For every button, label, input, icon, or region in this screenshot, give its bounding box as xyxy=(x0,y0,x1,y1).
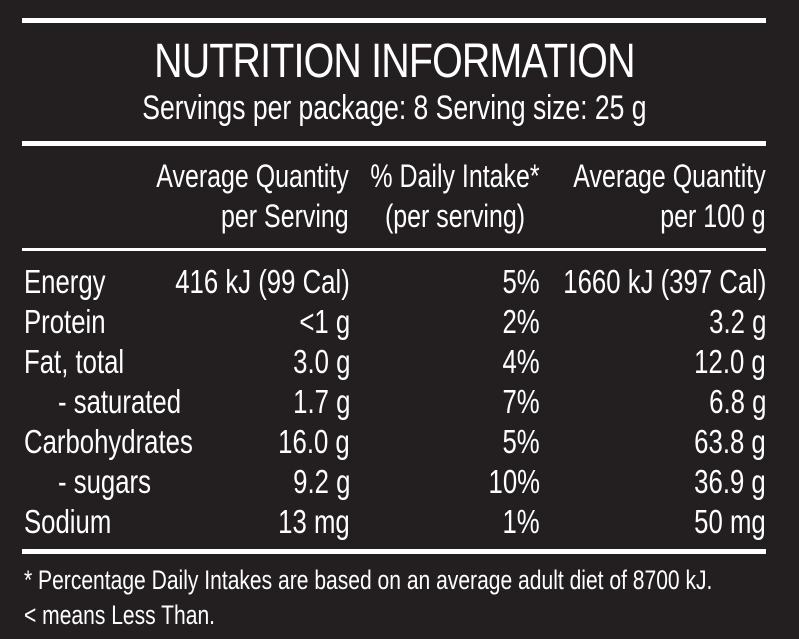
column-header-line: per Serving xyxy=(221,198,349,234)
daily-intake-value: 1% xyxy=(502,503,540,540)
daily-intake-value: 4% xyxy=(502,343,540,380)
per-serving-value: 16.0 g xyxy=(278,423,350,460)
nutrient-name: Carbohydrates xyxy=(24,423,193,460)
nutrient-table: Energy 416 kJ (99 Cal) 5% 1660 kJ (397 C… xyxy=(24,262,766,542)
per-100g-value: 12.0 g xyxy=(694,343,766,380)
nutrient-row-carbohydrates: Carbohydrates 16.0 g 5% 63.8 g xyxy=(24,422,766,462)
nutrient-row-sodium: Sodium 13 mg 1% 50 mg xyxy=(24,502,766,542)
column-header-line: % Daily Intake* xyxy=(370,158,540,194)
nutrient-name: Sodium xyxy=(24,503,112,540)
footnote-daily-intake: * Percentage Daily Intakes are based on … xyxy=(24,565,713,595)
column-header-line: per 100 g xyxy=(660,198,766,234)
per-100g-value: 3.2 g xyxy=(708,303,766,340)
header-rule xyxy=(22,141,766,146)
servings-info: Servings per package: 8 Serving size: 25… xyxy=(142,89,647,127)
per-serving-value: <1 g xyxy=(299,303,350,340)
daily-intake-value: 5% xyxy=(502,423,540,460)
per-serving-value: 416 kJ (99 Cal) xyxy=(175,263,350,300)
column-header-per-100g: Average Quantity per 100 g xyxy=(574,156,766,236)
column-header-line: Average Quantity xyxy=(156,158,349,194)
per-serving-value: 3.0 g xyxy=(292,343,350,380)
nutrient-row-fat-total: Fat, total 3.0 g 4% 12.0 g xyxy=(24,342,766,382)
per-100g-value: 36.9 g xyxy=(694,463,766,500)
per-100g-value: 50 mg xyxy=(694,503,766,540)
per-serving-value: 13 mg xyxy=(278,503,350,540)
column-header-line: Average Quantity xyxy=(573,158,766,194)
table-rule xyxy=(22,248,766,251)
daily-intake-value: 7% xyxy=(502,383,540,420)
nutrient-row-protein: Protein <1 g 2% 3.2 g xyxy=(24,302,766,342)
nutrient-name: Protein xyxy=(24,303,106,340)
top-rule xyxy=(22,18,766,23)
column-header-per-serving: Average Quantity per Serving xyxy=(157,156,349,236)
footnote-less-than: < means Less Than. xyxy=(24,600,216,630)
daily-intake-value: 5% xyxy=(502,263,540,300)
per-serving-value: 9.2 g xyxy=(292,463,350,500)
nutrient-name: Fat, total xyxy=(24,343,125,380)
per-100g-value: 6.8 g xyxy=(708,383,766,420)
per-100g-value: 1660 kJ (397 Cal) xyxy=(562,263,766,300)
daily-intake-value: 2% xyxy=(502,303,540,340)
column-header-line: (per serving) xyxy=(384,198,526,234)
per-100g-value: 63.8 g xyxy=(694,423,766,460)
nutrient-name: - saturated xyxy=(58,383,182,420)
nutrient-name: Energy xyxy=(24,263,106,300)
nutrient-name: - sugars xyxy=(58,463,151,500)
column-header-daily-intake: % Daily Intake* (per serving) xyxy=(304,156,605,236)
panel-title: NUTRITION INFORMATION xyxy=(154,35,635,88)
footer-rule xyxy=(22,549,766,554)
nutrient-row-energy: Energy 416 kJ (99 Cal) 5% 1660 kJ (397 C… xyxy=(24,262,766,302)
daily-intake-value: 10% xyxy=(488,463,540,500)
per-serving-value: 1.7 g xyxy=(292,383,350,420)
nutrient-row-saturated: - saturated 1.7 g 7% 6.8 g xyxy=(24,382,766,422)
nutrient-row-sugars: - sugars 9.2 g 10% 36.9 g xyxy=(24,462,766,502)
